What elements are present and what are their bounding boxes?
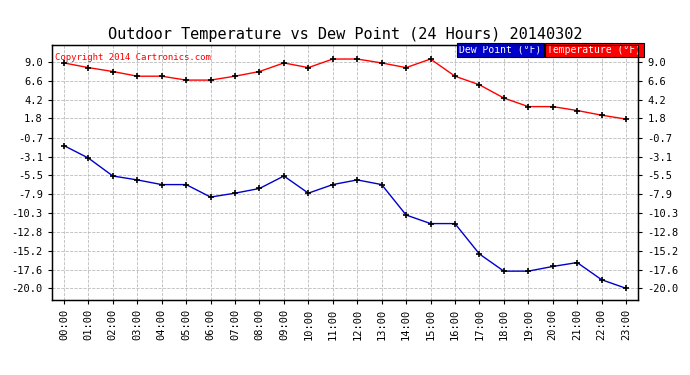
Text: Temperature (°F): Temperature (°F) [547,45,641,55]
Title: Outdoor Temperature vs Dew Point (24 Hours) 20140302: Outdoor Temperature vs Dew Point (24 Hou… [108,27,582,42]
Text: Dew Point (°F): Dew Point (°F) [460,45,542,55]
Text: Copyright 2014 Cartronics.com: Copyright 2014 Cartronics.com [55,53,210,62]
